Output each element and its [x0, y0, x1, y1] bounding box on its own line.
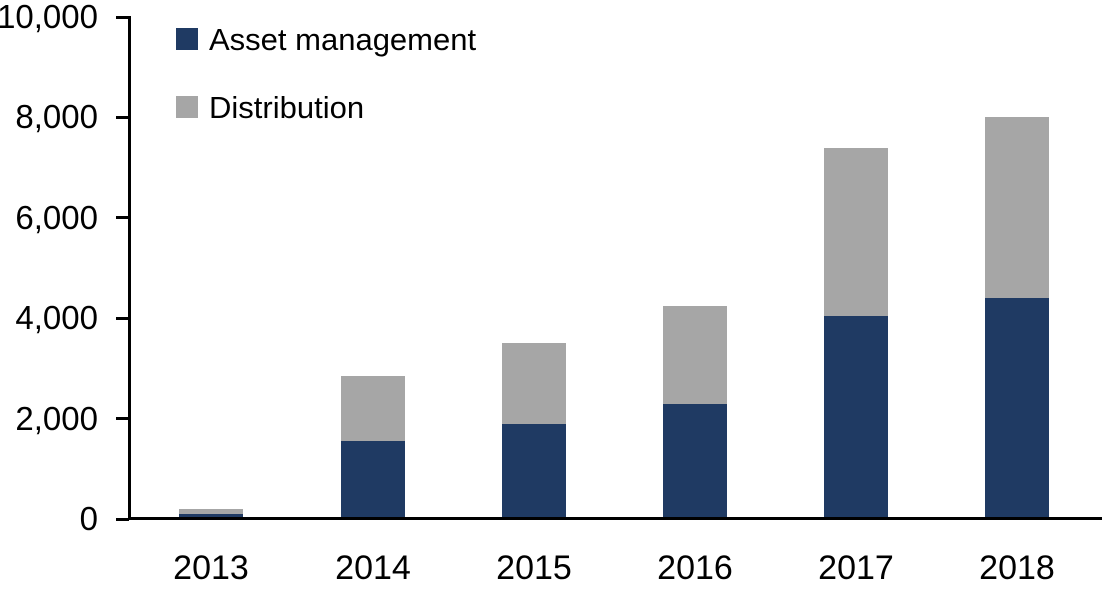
- y-axis-line: [128, 16, 131, 520]
- bar-segment-asset-management-2015: [502, 423, 566, 519]
- legend-label-distribution: Distribution: [209, 89, 365, 125]
- bar-segment-distribution-2014: [341, 375, 405, 442]
- x-axis-line: [128, 517, 1102, 520]
- x-axis-label-2014: 2014: [335, 549, 411, 587]
- y-tick-mark: [116, 316, 129, 320]
- bar-segment-distribution-2016: [663, 305, 727, 404]
- bar-segment-distribution-2017: [824, 147, 888, 316]
- y-tick-label-6-000: 6,000: [15, 198, 98, 236]
- x-axis-label-2013: 2013: [173, 549, 249, 587]
- bar-segment-asset-management-2014: [341, 441, 405, 519]
- y-tick-mark: [116, 417, 129, 421]
- legend-swatch-distribution-icon: [176, 96, 198, 118]
- y-tick-label-0: 0: [79, 500, 98, 537]
- bar-segment-asset-management-2013: [179, 513, 243, 519]
- bar-segment-asset-management-2017: [824, 315, 888, 519]
- y-tick-mark: [116, 15, 129, 19]
- legend-item-distribution: Distribution: [176, 89, 365, 125]
- x-axis-label-2016: 2016: [657, 549, 733, 587]
- y-tick-label-4-000: 4,000: [15, 299, 98, 337]
- y-tick-label-10-000: 10,000: [0, 0, 98, 35]
- legend-label-asset-management: Asset management: [209, 21, 477, 57]
- legend-swatch-asset-management-icon: [176, 28, 198, 50]
- y-tick-mark: [116, 115, 129, 119]
- y-tick-label-2-000: 2,000: [15, 399, 98, 437]
- bar-segment-distribution-2013: [179, 508, 243, 514]
- x-axis-label-2017: 2017: [818, 549, 894, 587]
- x-axis-label-2018: 2018: [979, 549, 1055, 587]
- x-axis-label-2015: 2015: [496, 549, 572, 587]
- bar-segment-distribution-2015: [502, 343, 566, 424]
- bar-segment-asset-management-2016: [663, 403, 727, 519]
- y-tick-mark: [116, 216, 129, 220]
- bar-segment-distribution-2018: [985, 117, 1049, 299]
- bar-segment-asset-management-2018: [985, 298, 1049, 519]
- y-tick-mark: [116, 517, 129, 521]
- y-tick-label-8-000: 8,000: [15, 98, 98, 136]
- legend-item-asset-management: Asset management: [176, 21, 477, 57]
